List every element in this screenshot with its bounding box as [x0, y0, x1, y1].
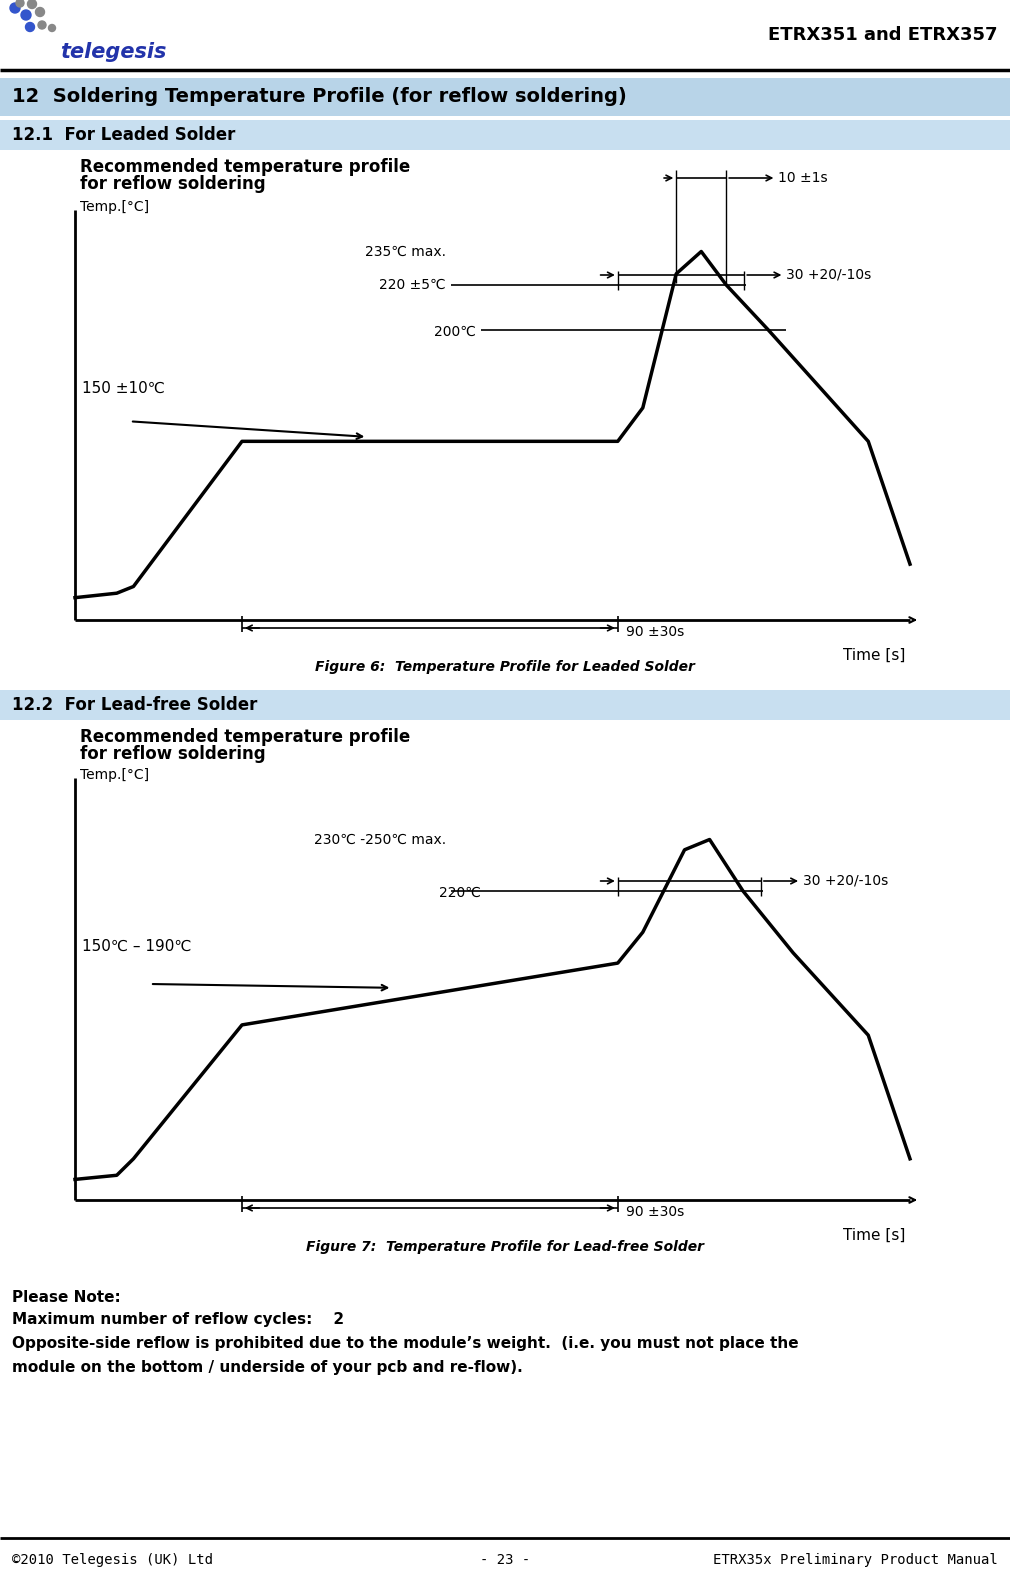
Text: Temp.[°C]: Temp.[°C] — [80, 767, 149, 782]
Text: 90 ±30s: 90 ±30s — [626, 625, 684, 639]
Text: Temp.[°C]: Temp.[°C] — [80, 201, 149, 215]
Bar — [0, 120, 1010, 150]
Text: ETRX35x Preliminary Product Manual: ETRX35x Preliminary Product Manual — [713, 1554, 998, 1566]
Text: Please Note:: Please Note: — [12, 1290, 121, 1304]
Text: Figure 7:  Temperature Profile for Lead-free Solder: Figure 7: Temperature Profile for Lead-f… — [306, 1240, 704, 1254]
Text: telegesis: telegesis — [60, 43, 167, 62]
Text: 10 ±1s: 10 ±1s — [779, 171, 828, 185]
Text: 90 ±30s: 90 ±30s — [626, 1205, 684, 1219]
Text: ETRX351 and ETRX357: ETRX351 and ETRX357 — [769, 25, 998, 44]
Text: - 23 -: - 23 - — [480, 1554, 530, 1566]
Text: Opposite-side reflow is prohibited due to the module’s weight.  (i.e. you must n: Opposite-side reflow is prohibited due t… — [12, 1336, 799, 1352]
Text: 12.2  For Lead-free Solder: 12.2 For Lead-free Solder — [12, 696, 258, 714]
Circle shape — [48, 25, 56, 32]
Text: for reflow soldering: for reflow soldering — [80, 745, 266, 763]
Circle shape — [27, 0, 36, 8]
Bar — [0, 690, 1010, 720]
Text: 220 ±5℃: 220 ±5℃ — [379, 278, 445, 292]
Text: ©2010 Telegesis (UK) Ltd: ©2010 Telegesis (UK) Ltd — [12, 1554, 213, 1566]
Text: 30 +20/-10s: 30 +20/-10s — [803, 875, 888, 887]
Bar — [0, 77, 1010, 115]
Circle shape — [35, 8, 44, 16]
Text: 30 +20/-10s: 30 +20/-10s — [787, 268, 872, 283]
Text: module on the bottom / underside of your pcb and re-flow).: module on the bottom / underside of your… — [12, 1360, 523, 1375]
Text: Time [s]: Time [s] — [842, 647, 905, 663]
Text: Figure 6:  Temperature Profile for Leaded Solder: Figure 6: Temperature Profile for Leaded… — [315, 660, 695, 674]
Text: Time [s]: Time [s] — [842, 1228, 905, 1243]
Text: Recommended temperature profile: Recommended temperature profile — [80, 158, 410, 175]
Circle shape — [21, 9, 31, 21]
Text: 12.1  For Leaded Solder: 12.1 For Leaded Solder — [12, 126, 235, 144]
Circle shape — [25, 22, 34, 32]
Text: 150 ±10℃: 150 ±10℃ — [82, 382, 165, 396]
Text: 230℃ -250℃ max.: 230℃ -250℃ max. — [314, 832, 445, 846]
Circle shape — [38, 21, 46, 28]
Circle shape — [16, 0, 24, 6]
Text: 220℃: 220℃ — [439, 886, 481, 900]
Text: 12  Soldering Temperature Profile (for reflow soldering): 12 Soldering Temperature Profile (for re… — [12, 87, 627, 106]
Circle shape — [10, 3, 20, 13]
Text: for reflow soldering: for reflow soldering — [80, 175, 266, 193]
Text: 235℃ max.: 235℃ max. — [365, 245, 445, 259]
Text: 150℃ – 190℃: 150℃ – 190℃ — [82, 940, 192, 954]
Text: Recommended temperature profile: Recommended temperature profile — [80, 728, 410, 745]
Text: 200℃: 200℃ — [434, 325, 476, 338]
Text: Maximum number of reflow cycles:    2: Maximum number of reflow cycles: 2 — [12, 1312, 344, 1326]
